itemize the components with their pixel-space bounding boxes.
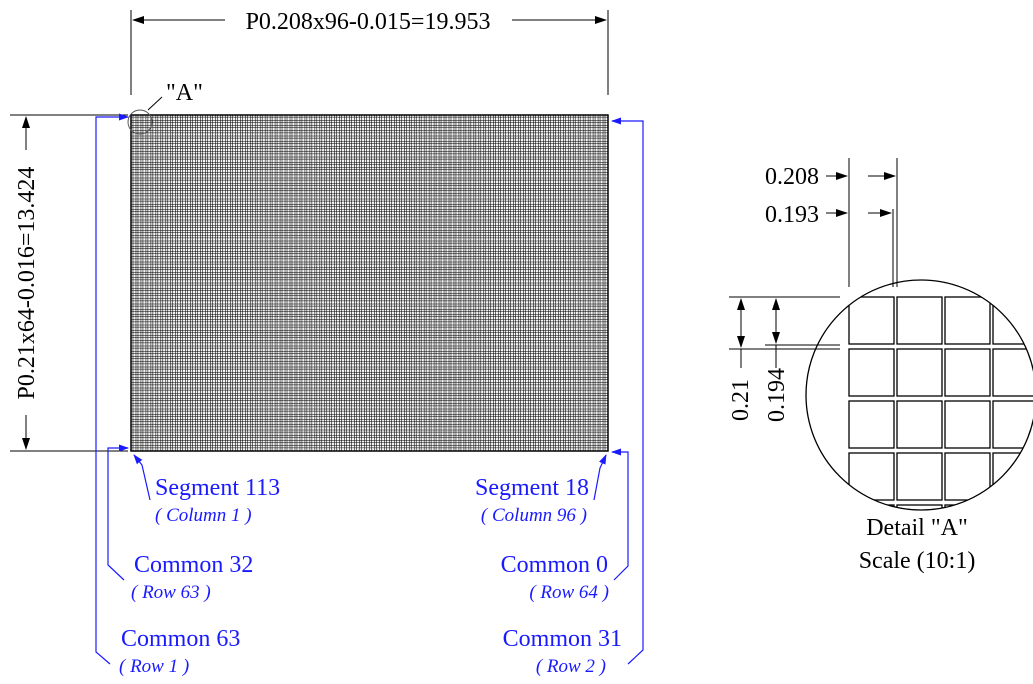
common-32-label: Common 32 (134, 552, 253, 578)
segment-18-label: Segment 18 (475, 475, 589, 501)
dot-x-label: 0.193 (765, 202, 819, 228)
detail-title: Detail "A" (866, 515, 968, 541)
detail-pixel-cell (896, 504, 943, 510)
common-63-row: ( Row 1 ) (119, 656, 189, 677)
detail-pixel-cell (944, 296, 991, 345)
detail-pixel-cell (944, 400, 991, 449)
pin-labels: Segment 113 ( Column 1 ) Segment 18 ( Co… (119, 475, 622, 677)
dot-matrix-grid (130, 114, 609, 452)
detail-pixel-cell (992, 400, 1033, 449)
detail-pixel-cell (992, 348, 1033, 397)
detail-pixel-cell (896, 348, 943, 397)
segment-113-column: ( Column 1 ) (155, 505, 252, 526)
dot-y-label: 0.194 (764, 368, 790, 422)
height-dimension-label: P0.21x64-0.016=13.424 (14, 167, 40, 400)
common-32-row: ( Row 63 ) (131, 582, 211, 603)
detail-scale: Scale (10:1) (859, 548, 976, 574)
width-dimension: P0.208x96-0.015=19.953 (130, 9, 609, 95)
detail-pixel-cell (848, 348, 895, 397)
common-0-label: Common 0 (501, 552, 608, 578)
detail-pixel-cells (848, 296, 1033, 510)
detail-a-marker: "A" (127, 80, 203, 135)
detail-pixel-cell (992, 452, 1033, 501)
common-63-label: Common 63 (121, 626, 240, 652)
height-dimension: P0.21x64-0.016=13.424 (10, 114, 128, 452)
pitch-y-label: 0.21 (728, 379, 754, 421)
common-0-row: ( Row 64 ) (529, 582, 609, 603)
common-31-row: ( Row 2 ) (536, 656, 606, 677)
detail-a-marker-label: "A" (166, 80, 203, 106)
common-31-label: Common 31 (503, 626, 622, 652)
width-dimension-label: P0.208x96-0.015=19.953 (246, 9, 491, 35)
detail-pixel-cell (992, 504, 1033, 510)
detail-pixel-cell (848, 400, 895, 449)
pitch-x-label: 0.208 (765, 164, 819, 190)
detail-pixel-cell (896, 296, 943, 345)
leader-lines (95, 113, 644, 665)
detail-pixel-cell (896, 452, 943, 501)
segment-18-column: ( Column 96 ) (481, 505, 587, 526)
detail-pixel-cell (992, 296, 1033, 345)
detail-pixel-cell (896, 400, 943, 449)
detail-pixel-cell (848, 296, 895, 345)
detail-pixel-cell (944, 348, 991, 397)
detail-pixel-cell (944, 452, 991, 501)
segment-113-label: Segment 113 (155, 475, 280, 501)
detail-a-view: 0.208 0.193 0.21 0.194 Detail "A" Scale … (728, 158, 1033, 574)
detail-pixel-cell (848, 452, 895, 501)
